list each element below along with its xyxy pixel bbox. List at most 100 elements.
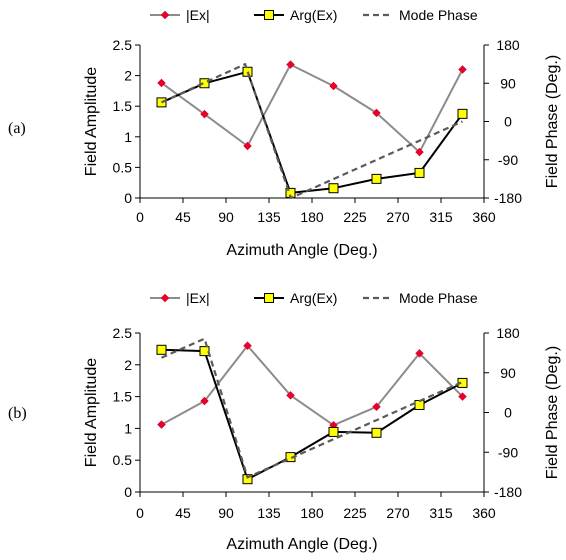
arg-point xyxy=(156,344,167,355)
legend-marker xyxy=(264,10,274,20)
y-tick-label: 2 xyxy=(124,357,132,373)
x-tick-label: 45 xyxy=(175,505,191,521)
y-tick-label: 1 xyxy=(124,420,132,436)
chart-panel-a: 0 45 90 135 180 225 270 315 360 0 0.5 1 1.5 2 2.5 -180 -… xyxy=(8,7,561,259)
x-tick-label: 225 xyxy=(343,209,367,225)
legend-item: Arg(Ex) xyxy=(254,7,337,23)
legend-label: Arg(Ex) xyxy=(290,7,337,23)
y2-tick-label: 180 xyxy=(496,325,520,341)
series-line-mode-phase xyxy=(161,337,463,479)
amplitude-point xyxy=(243,341,252,351)
x-tick-label: 270 xyxy=(386,505,410,521)
x-tick-label: 0 xyxy=(136,209,144,225)
amplitude-point xyxy=(157,78,166,88)
y-tick-label: 2.5 xyxy=(113,325,133,341)
legend: |Ex| Arg(Ex) Mode Phase xyxy=(150,290,478,306)
legend-label: |Ex| xyxy=(186,290,210,306)
legend-label: Mode Phase xyxy=(399,290,478,306)
x-tick-label: 180 xyxy=(300,505,324,521)
legend-item: Mode Phase xyxy=(363,7,478,23)
arg-point xyxy=(371,427,382,438)
y-tick-label: 0 xyxy=(124,190,132,206)
x-tick-label: 90 xyxy=(218,209,234,225)
legend-item: Mode Phase xyxy=(363,290,478,306)
series-line-arg xyxy=(161,70,464,194)
series-line-arg xyxy=(161,348,463,481)
y-tick-label: 1.5 xyxy=(113,98,133,114)
arg-point xyxy=(371,173,382,184)
y-tick-label: 1 xyxy=(124,129,132,145)
amplitude-point xyxy=(372,108,381,118)
amplitude-point xyxy=(415,348,424,358)
arg-point xyxy=(457,108,468,119)
y-tick-label: 2.5 xyxy=(113,37,133,53)
series-line-amplitude xyxy=(161,344,464,427)
x-tick-label: 135 xyxy=(257,505,281,521)
x-tick-label: 45 xyxy=(175,209,191,225)
panel-label: (a) xyxy=(8,120,26,137)
x-tick-label: 0 xyxy=(136,505,144,521)
legend-item: Arg(Ex) xyxy=(254,290,337,306)
y2-tick-label: 90 xyxy=(500,365,516,381)
y2-axis-title: Field Phase (Deg.) xyxy=(544,55,561,188)
y-axis-title: Field Amplitude xyxy=(83,358,100,467)
y2-tick-label: -90 xyxy=(498,444,518,460)
x-tick-label: 90 xyxy=(218,505,234,521)
legend-item: |Ex| xyxy=(150,7,210,23)
amplitude-point xyxy=(458,65,467,74)
y-tick-label: 0.5 xyxy=(113,159,133,175)
amplitude-point xyxy=(415,147,424,157)
x-tick-label: 270 xyxy=(386,209,410,225)
y-tick-label: 2 xyxy=(124,68,132,84)
y-tick-label: 1.5 xyxy=(113,389,133,405)
legend-item: |Ex| xyxy=(150,290,210,306)
x-tick-label: 360 xyxy=(472,505,496,521)
y2-tick-label: -180 xyxy=(494,190,522,206)
legend-label: |Ex| xyxy=(186,7,210,23)
arg-point xyxy=(199,346,210,357)
x-tick-label: 135 xyxy=(257,209,281,225)
amplitude-point xyxy=(243,141,252,151)
y-axis-title: Field Amplitude xyxy=(83,67,100,176)
x-tick-label: 360 xyxy=(472,209,496,225)
y-tick-label: 0.5 xyxy=(113,452,133,468)
series-line-mode-phase xyxy=(161,62,463,200)
y2-axis-title: Field Phase (Deg.) xyxy=(544,346,561,479)
amplitude-point xyxy=(200,109,209,119)
x-tick-label: 315 xyxy=(429,505,453,521)
legend-marker xyxy=(160,293,170,303)
arg-point xyxy=(242,66,253,77)
legend-label: Arg(Ex) xyxy=(290,290,337,306)
chart-panel-b: 0 45 90 135 180 225 270 315 360 0 0.5 1 1.5 2 2.5 -180 -… xyxy=(8,290,561,553)
legend: |Ex| Arg(Ex) Mode Phase xyxy=(150,7,478,23)
amplitude-point xyxy=(329,81,338,91)
y2-tick-label: -90 xyxy=(498,152,518,168)
amplitude-point xyxy=(157,420,166,429)
arg-point xyxy=(328,426,339,437)
y2-tick-label: -180 xyxy=(494,484,522,500)
panel-label: (b) xyxy=(8,405,27,422)
y2-tick-label: 0 xyxy=(504,114,512,130)
x-axis-title: Azimuth Angle (Deg.) xyxy=(226,536,377,553)
amplitude-point xyxy=(372,402,381,412)
x-axis-title: Azimuth Angle (Deg.) xyxy=(226,242,377,259)
x-tick-label: 180 xyxy=(300,209,324,225)
x-tick-label: 315 xyxy=(429,209,453,225)
legend-marker xyxy=(264,293,274,303)
amplitude-point xyxy=(200,396,209,406)
amplitude-point xyxy=(286,60,295,69)
arg-point xyxy=(328,183,339,194)
arg-point xyxy=(414,167,425,178)
legend-label: Mode Phase xyxy=(399,7,478,23)
y2-tick-label: 180 xyxy=(496,37,520,53)
amplitude-point xyxy=(286,390,295,400)
series-line-amplitude xyxy=(160,63,464,154)
arg-point xyxy=(242,474,253,485)
y2-tick-label: 90 xyxy=(500,75,516,91)
arg-point xyxy=(199,78,210,89)
x-tick-label: 225 xyxy=(343,505,367,521)
y-tick-label: 0 xyxy=(124,484,132,500)
amplitude-point xyxy=(458,392,467,401)
y2-tick-label: 0 xyxy=(504,405,512,421)
